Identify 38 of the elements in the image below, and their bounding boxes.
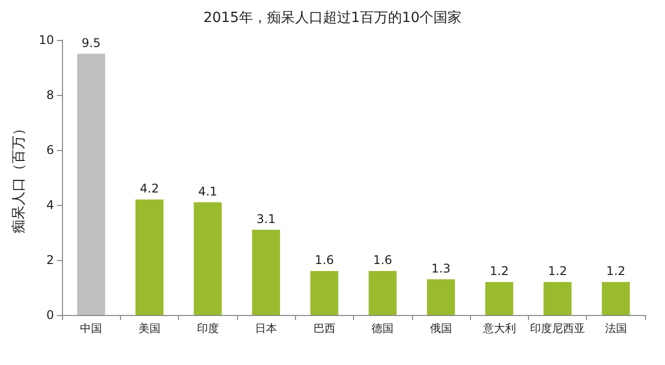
data-label: 1.2 <box>548 264 568 278</box>
data-label: 1.3 <box>431 261 450 276</box>
x-tick-label: 印度尼西亚 <box>530 322 586 335</box>
x-tick-label: 中国 <box>80 322 102 335</box>
bar <box>602 282 630 315</box>
bar <box>485 282 514 315</box>
x-tick-label: 德国 <box>372 322 394 335</box>
data-label: 1.2 <box>490 264 509 278</box>
data-label: 4.1 <box>198 184 218 198</box>
bar <box>77 54 106 315</box>
bar <box>310 271 338 315</box>
y-tick-label: 10 <box>38 33 54 47</box>
y-axis-title: 痴呆人口（百万） <box>11 122 27 234</box>
x-tick-label: 意大利 <box>482 322 516 335</box>
bar <box>368 271 397 315</box>
bar <box>252 230 280 315</box>
bar <box>544 282 572 315</box>
bar <box>135 200 164 315</box>
y-tick-label: 4 <box>46 198 54 212</box>
x-tick-label: 俄国 <box>430 322 452 335</box>
y-tick-label: 0 <box>46 308 54 322</box>
x-tick-label: 巴西 <box>313 322 336 335</box>
data-label: 1.6 <box>373 253 392 267</box>
x-tick-label: 美国 <box>138 322 160 335</box>
y-tick-label: 2 <box>46 253 54 267</box>
data-label: 9.5 <box>82 36 101 50</box>
bar <box>426 279 455 315</box>
data-label: 1.6 <box>314 253 334 267</box>
x-tick-label: 日本 <box>255 322 278 335</box>
data-label: 4.2 <box>140 182 159 196</box>
y-tick-label: 6 <box>46 143 54 157</box>
y-tick-label: 8 <box>46 88 54 102</box>
bar <box>194 202 222 315</box>
data-label: 1.2 <box>606 264 626 278</box>
x-tick-label: 法国 <box>604 322 627 335</box>
data-label: 3.1 <box>256 212 276 226</box>
chart-title: 2015年，痴呆人口超过1百万的10个国家 <box>203 10 462 26</box>
x-tick-label: 印度 <box>196 322 219 335</box>
